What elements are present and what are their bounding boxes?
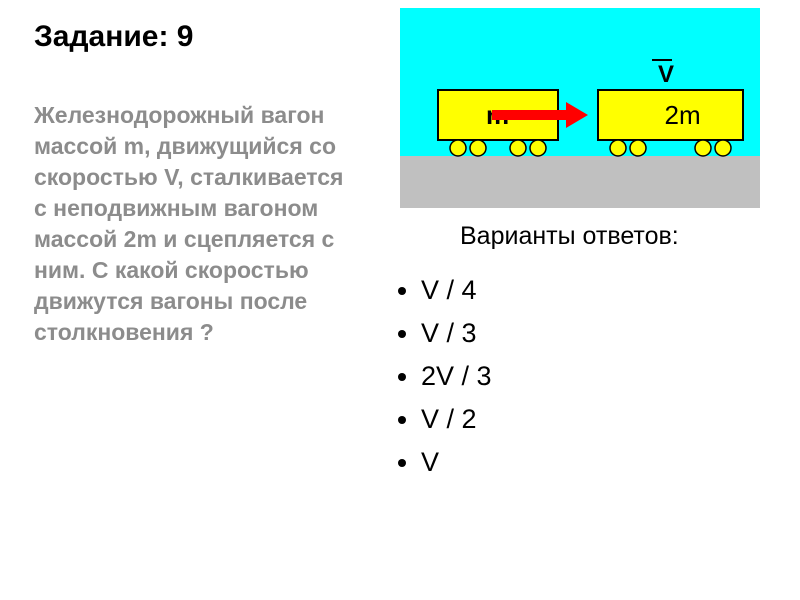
collision-diagram: m2mV	[400, 8, 760, 208]
svg-text:2m: 2m	[665, 100, 701, 130]
answers-heading: Варианты ответов:	[460, 222, 679, 251]
answer-option: V / 2	[421, 404, 492, 435]
task-question: Железнодорожный вагон массой m, движущий…	[34, 100, 354, 348]
answers-list: V / 4 V / 3 2V / 3 V / 2 V	[395, 275, 492, 490]
answer-option: V / 4	[421, 275, 492, 306]
answer-option: V	[421, 447, 492, 478]
task-title: Задание: 9	[34, 20, 193, 54]
answer-option: 2V / 3	[421, 361, 492, 392]
svg-text:V: V	[658, 61, 674, 88]
answer-option: V / 3	[421, 318, 492, 349]
